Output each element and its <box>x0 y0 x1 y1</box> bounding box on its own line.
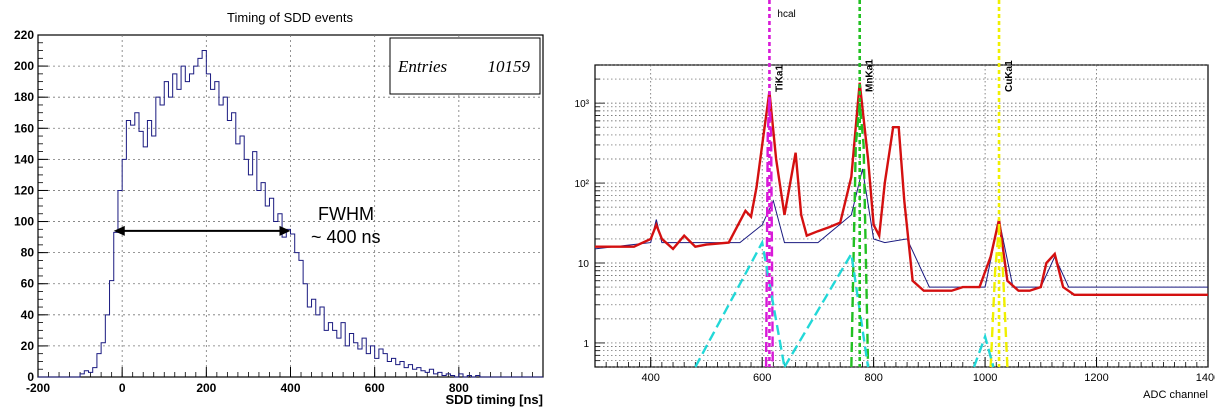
left-x-tick-label: 800 <box>449 381 469 395</box>
right-x-tick-label: 800 <box>864 372 882 384</box>
timing-histogram-chart: -200 0 200 400 600 80002040608010012014016018… <box>14 10 544 407</box>
right-series-line <box>694 238 786 368</box>
left-y-tick-label: 40 <box>21 308 35 322</box>
fwhm-value: ~ 400 ns <box>311 227 381 247</box>
right-series-line <box>764 96 774 368</box>
right-line-label: CuKa1 <box>1004 60 1015 92</box>
left-y-tick-label: 180 <box>14 90 34 104</box>
left-axis-ticks: -200 0 200 400 600 80002040608010012014016018… <box>14 28 544 395</box>
right-calibration-lines: hcal TiKa1 MnKa1 CuKa1 <box>768 0 1015 367</box>
fwhm-annotation: FWHM ~ 400 ns <box>113 204 381 247</box>
left-y-tick-label: 120 <box>14 183 34 197</box>
right-x-tick-label: 1000 <box>973 372 997 384</box>
right-y-tick-label: 1 <box>583 339 589 350</box>
left-chart-title: Timing of SDD events <box>227 10 353 25</box>
stats-entries-label: Entries <box>397 57 447 76</box>
right-y-tick-label: 10³ <box>575 99 590 110</box>
left-x-tick-label: 200 <box>196 381 216 395</box>
right-line-label: hcal <box>777 9 795 20</box>
fwhm-left-arrowhead <box>113 225 125 236</box>
left-y-tick-label: 200 <box>14 59 34 73</box>
entries-stats-box: Entries 10159 <box>389 37 541 95</box>
timing-histogram <box>38 50 543 378</box>
left-y-tick-label: 100 <box>14 215 34 229</box>
fwhm-right-arrowhead <box>279 225 291 236</box>
stats-entries-value: 10159 <box>488 57 531 76</box>
right-plot-frame <box>594 64 1209 368</box>
left-y-tick-label: 0 <box>27 370 34 384</box>
left-y-tick-label: 160 <box>14 121 34 135</box>
right-y-tick-label: 10 <box>578 259 590 270</box>
right-x-axis-label: ADC channel <box>1143 389 1208 401</box>
right-series-line <box>972 332 995 368</box>
left-x-tick-label: -200 <box>26 381 50 395</box>
right-x-tick-label: 1200 <box>1084 372 1108 384</box>
right-x-tick-label: 400 <box>642 372 660 384</box>
right-x-tick-label: 600 <box>753 372 771 384</box>
right-y-tick-label: 10² <box>575 179 590 190</box>
fwhm-label: FWHM <box>318 204 374 224</box>
right-x-tick-label: 1400 <box>1196 372 1215 384</box>
left-y-tick-label: 220 <box>14 28 34 42</box>
left-x-tick-label: 600 <box>365 381 385 395</box>
left-y-tick-label: 80 <box>21 246 35 260</box>
right-series-group <box>594 82 1208 368</box>
adc-spectrum-chart: 1 10 10² 10³ 400 600 800 1000 1200 1400 hcal TiKa1… <box>575 0 1215 401</box>
right-series-line <box>595 82 1208 297</box>
left-y-tick-label: 20 <box>21 339 35 353</box>
left-x-axis-label: SDD timing [ns] <box>446 392 544 407</box>
right-series-line <box>850 103 870 368</box>
left-y-tick-label: 140 <box>14 152 34 166</box>
right-line-label: MnKa1 <box>865 59 876 92</box>
right-line-label: TiKa1 <box>774 65 785 92</box>
left-x-tick-label: 400 <box>280 381 300 395</box>
left-y-tick-label: 60 <box>21 277 35 291</box>
left-x-tick-label: 0 <box>119 381 126 395</box>
